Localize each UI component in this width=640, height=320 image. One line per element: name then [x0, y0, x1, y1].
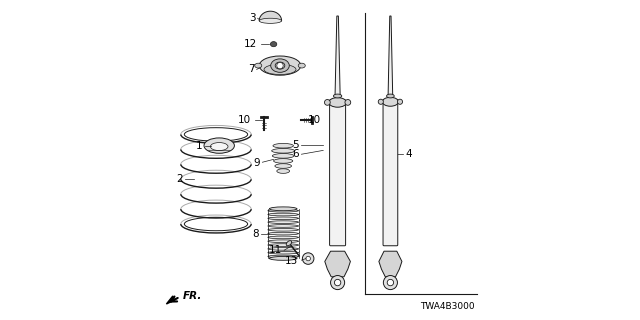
Ellipse shape — [271, 42, 277, 47]
Text: 3: 3 — [249, 12, 255, 23]
Text: 9: 9 — [253, 158, 260, 168]
Text: 13: 13 — [285, 256, 298, 266]
Polygon shape — [335, 16, 340, 96]
Ellipse shape — [268, 255, 298, 258]
Ellipse shape — [268, 217, 298, 220]
Circle shape — [335, 279, 341, 286]
Ellipse shape — [268, 228, 298, 231]
Text: 5: 5 — [292, 140, 300, 150]
Ellipse shape — [259, 56, 301, 75]
Ellipse shape — [333, 94, 342, 98]
Ellipse shape — [298, 63, 305, 68]
Polygon shape — [379, 251, 402, 277]
Ellipse shape — [274, 159, 293, 163]
Ellipse shape — [271, 59, 289, 72]
Text: 10: 10 — [308, 115, 321, 125]
Ellipse shape — [397, 99, 403, 104]
Text: FR.: FR. — [182, 291, 202, 301]
Text: 8: 8 — [253, 228, 259, 239]
Text: 11: 11 — [268, 245, 282, 255]
Ellipse shape — [268, 209, 298, 212]
Text: 12: 12 — [243, 39, 257, 49]
Ellipse shape — [378, 99, 383, 104]
Ellipse shape — [268, 221, 298, 223]
Ellipse shape — [268, 240, 298, 243]
FancyBboxPatch shape — [330, 100, 346, 246]
Ellipse shape — [204, 138, 234, 153]
Circle shape — [387, 279, 394, 286]
Ellipse shape — [269, 207, 297, 211]
Text: TWA4B3000: TWA4B3000 — [420, 302, 475, 311]
Text: 2: 2 — [176, 174, 182, 184]
Ellipse shape — [259, 18, 282, 23]
Ellipse shape — [268, 225, 298, 227]
Ellipse shape — [268, 248, 298, 250]
Ellipse shape — [268, 232, 298, 235]
Ellipse shape — [268, 213, 298, 216]
Circle shape — [331, 276, 345, 290]
Ellipse shape — [383, 97, 398, 106]
Ellipse shape — [387, 94, 394, 98]
Ellipse shape — [276, 169, 289, 173]
Ellipse shape — [268, 244, 298, 246]
Ellipse shape — [329, 98, 346, 107]
Ellipse shape — [273, 154, 294, 158]
Ellipse shape — [275, 164, 292, 168]
Ellipse shape — [211, 143, 228, 151]
Text: 6: 6 — [292, 149, 300, 159]
Ellipse shape — [268, 236, 298, 239]
FancyBboxPatch shape — [383, 100, 398, 246]
Ellipse shape — [255, 63, 262, 68]
Ellipse shape — [286, 241, 292, 246]
Ellipse shape — [345, 100, 351, 105]
Text: 1: 1 — [196, 140, 202, 151]
Ellipse shape — [269, 257, 297, 260]
Text: 4: 4 — [406, 148, 412, 159]
Ellipse shape — [273, 143, 293, 148]
Circle shape — [383, 276, 397, 290]
Polygon shape — [388, 16, 393, 96]
Ellipse shape — [275, 62, 285, 69]
Polygon shape — [166, 296, 174, 304]
Polygon shape — [259, 11, 282, 21]
Text: 7: 7 — [248, 64, 254, 75]
Polygon shape — [325, 251, 351, 277]
Circle shape — [306, 256, 310, 261]
Text: 10: 10 — [237, 115, 251, 125]
Circle shape — [302, 253, 314, 264]
Ellipse shape — [272, 148, 294, 153]
Ellipse shape — [268, 251, 298, 254]
Circle shape — [277, 62, 283, 69]
Ellipse shape — [324, 100, 330, 105]
Ellipse shape — [264, 64, 296, 75]
